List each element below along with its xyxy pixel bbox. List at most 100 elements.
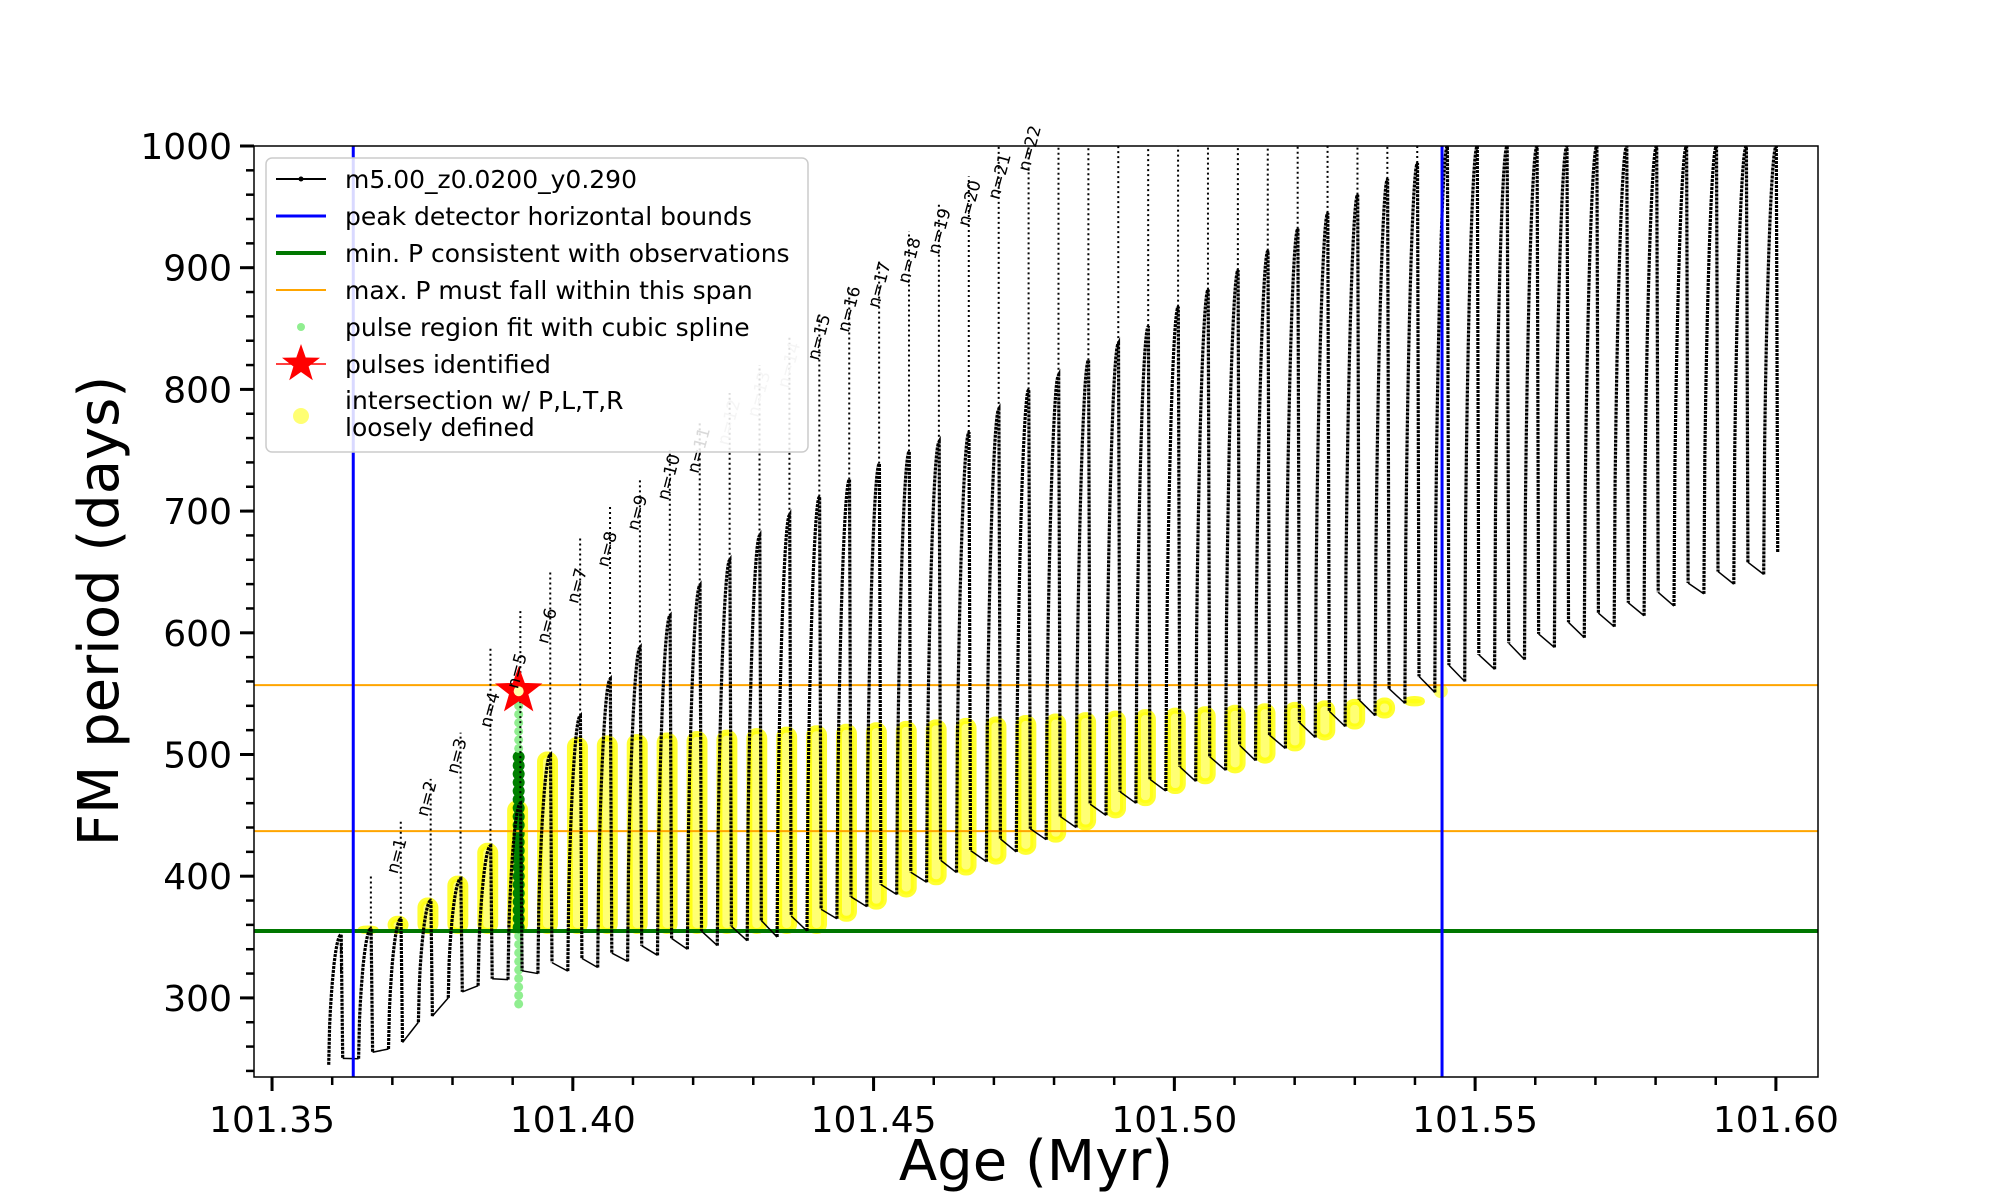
spline-point bbox=[512, 785, 525, 798]
track-pulse bbox=[805, 490, 823, 932]
track-pulse bbox=[954, 431, 973, 873]
track-pulse bbox=[1253, 249, 1272, 761]
legend-label: pulse region fit with cubic spline bbox=[345, 313, 750, 342]
track-pulse bbox=[596, 674, 614, 968]
legend-label: min. P consistent with observations bbox=[345, 239, 790, 268]
track-link bbox=[1567, 621, 1585, 639]
track-link bbox=[1328, 710, 1346, 728]
legend-box bbox=[265, 157, 809, 453]
track-link bbox=[641, 945, 658, 956]
intersection-band bbox=[1404, 696, 1425, 707]
track-link bbox=[970, 849, 987, 863]
legend-label: peak detector horizontal bounds bbox=[345, 202, 752, 231]
track-pulse bbox=[1104, 337, 1122, 816]
intersection-band bbox=[955, 717, 977, 876]
y-tick-label: 800 bbox=[163, 370, 232, 411]
track-pulse bbox=[745, 529, 763, 941]
track-link bbox=[1298, 721, 1316, 739]
x-tick-label: 101.40 bbox=[510, 1100, 636, 1141]
y-tick-label: 900 bbox=[163, 249, 232, 290]
track-link bbox=[431, 997, 449, 1017]
intersection-band bbox=[1284, 701, 1306, 752]
track-pulse bbox=[865, 457, 883, 907]
track-link bbox=[551, 961, 569, 972]
track-link bbox=[1418, 675, 1436, 693]
spline-point bbox=[514, 718, 524, 728]
evolution-track bbox=[327, 146, 1780, 1065]
track-pulse bbox=[925, 435, 943, 883]
track-link bbox=[999, 838, 1017, 853]
track-pulse bbox=[1074, 354, 1092, 828]
track-pulse bbox=[1762, 146, 1780, 575]
track-link bbox=[611, 952, 628, 963]
track-link bbox=[401, 1021, 419, 1043]
legend-handle bbox=[282, 344, 320, 381]
legend-label: pulses identified bbox=[345, 350, 551, 379]
track-pulse bbox=[1283, 228, 1301, 749]
spline-point bbox=[514, 973, 524, 983]
track-link bbox=[910, 871, 927, 883]
track-link bbox=[1388, 688, 1406, 704]
track-link bbox=[1119, 791, 1137, 804]
intersection-band bbox=[1254, 703, 1276, 764]
track-link bbox=[1029, 828, 1047, 841]
track-pulse bbox=[715, 554, 733, 946]
track-pulse bbox=[1642, 146, 1660, 616]
track-link bbox=[1179, 766, 1197, 782]
track-pulse bbox=[1672, 146, 1690, 607]
track-pulse bbox=[386, 916, 405, 1050]
x-tick-label: 101.60 bbox=[1713, 1100, 1839, 1141]
track-pulse bbox=[1552, 146, 1571, 648]
track-pulse bbox=[835, 473, 853, 919]
intersection-band bbox=[1314, 700, 1336, 741]
track-link bbox=[1538, 633, 1555, 648]
axes: 101.35 101.40 101.45 101.50 101.55 101.60 300 4… bbox=[140, 127, 1839, 1141]
track-pulse bbox=[446, 876, 464, 998]
track-pulse bbox=[416, 897, 434, 1023]
track-pulse bbox=[626, 642, 644, 962]
track-pulse bbox=[357, 925, 375, 1059]
track-pulse bbox=[1463, 146, 1481, 682]
track-pulse bbox=[984, 403, 1002, 862]
spline-point bbox=[512, 767, 525, 780]
legend-handle bbox=[293, 408, 309, 424]
identified-pulse-star bbox=[495, 666, 543, 712]
spline-point bbox=[512, 759, 525, 772]
track-pulse bbox=[1403, 162, 1421, 704]
track-link bbox=[1209, 756, 1227, 771]
legend-handle-dot bbox=[298, 176, 304, 182]
track-link bbox=[1358, 699, 1376, 717]
track-pulse bbox=[685, 580, 704, 950]
track-pulse bbox=[1702, 146, 1720, 594]
track-link bbox=[1478, 654, 1496, 670]
track-pulse bbox=[1612, 146, 1630, 627]
track-link bbox=[790, 915, 808, 932]
track-pulse bbox=[1134, 325, 1152, 804]
legend-label: m5.00_z0.0200_y0.290 bbox=[345, 165, 637, 194]
track-link bbox=[730, 925, 748, 942]
track-pulse bbox=[566, 712, 584, 972]
track-pulse bbox=[327, 931, 345, 1065]
track-link bbox=[1717, 570, 1735, 585]
track-pulse bbox=[1313, 212, 1331, 738]
y-tick-label: 700 bbox=[163, 492, 232, 533]
track-pulse bbox=[1014, 383, 1032, 852]
x-axis-title: Age (Myr) bbox=[899, 1129, 1173, 1194]
legend-label: intersection w/ P,L,T,R bbox=[345, 386, 624, 415]
track-link bbox=[850, 896, 868, 908]
x-tick-label: 101.55 bbox=[1412, 1100, 1538, 1141]
track-pulse bbox=[1373, 178, 1391, 716]
spline-point bbox=[514, 743, 524, 753]
spline-point bbox=[514, 990, 524, 1000]
track-link bbox=[1747, 561, 1765, 575]
track-pulse bbox=[1044, 368, 1062, 840]
track-link bbox=[1149, 778, 1167, 792]
track-link bbox=[671, 937, 688, 950]
track-link bbox=[462, 985, 479, 993]
y-tick-label: 500 bbox=[163, 735, 232, 776]
legend-label: loosely defined bbox=[345, 413, 535, 442]
track-pulse bbox=[1522, 146, 1541, 660]
spline-point bbox=[514, 982, 524, 992]
track-link bbox=[521, 970, 539, 975]
